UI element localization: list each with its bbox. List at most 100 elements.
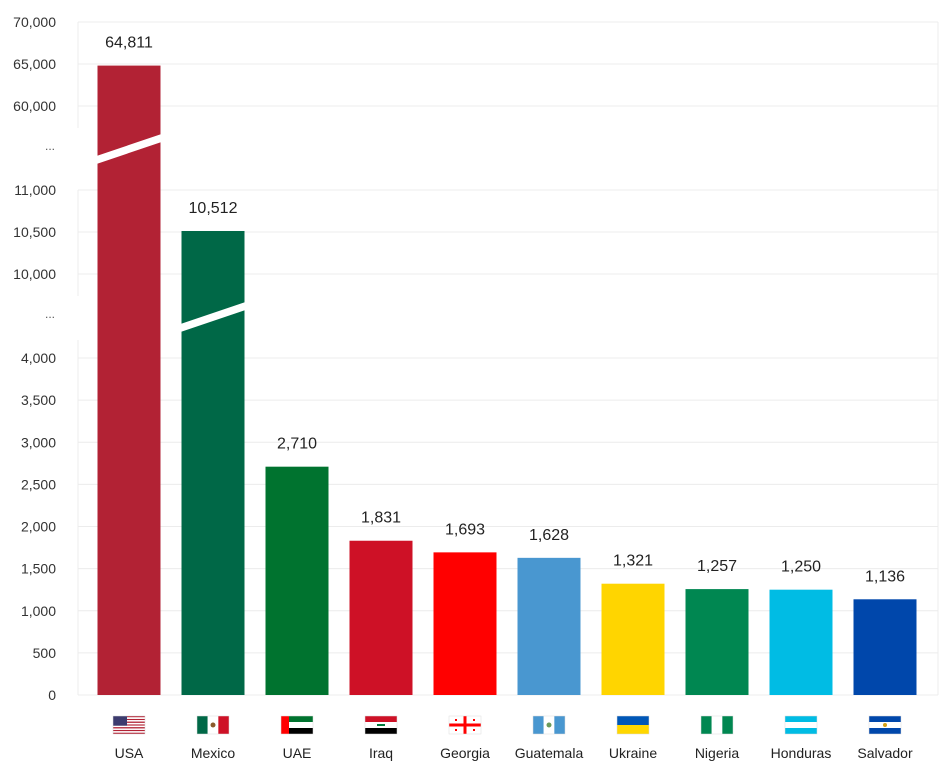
flag-part	[218, 716, 229, 734]
flag-border	[280, 715, 314, 735]
flag-part	[113, 718, 145, 721]
flag-part	[113, 731, 145, 733]
flag-part	[197, 716, 208, 734]
flag-part	[473, 719, 475, 721]
nigeria-flag-icon	[700, 715, 734, 735]
flag-border	[196, 715, 230, 735]
flag-part	[711, 716, 723, 734]
x-tick-label: USA	[115, 745, 144, 761]
y-tick-label: 3,000	[21, 434, 56, 450]
bar-iraq	[349, 540, 413, 695]
y-tick-label: 2,500	[21, 476, 56, 492]
flag-part	[554, 716, 565, 734]
flag-border	[112, 715, 146, 735]
flag-part	[701, 716, 712, 734]
axis-break-label: ...	[45, 139, 55, 153]
y-tick-label: 0	[48, 687, 56, 703]
data-label: 1,693	[445, 521, 485, 538]
flag-part	[113, 722, 145, 725]
flag-part	[533, 716, 544, 734]
flag-part	[377, 724, 385, 726]
honduras-flag-icon	[784, 715, 818, 735]
flag-part	[113, 732, 145, 734]
guatemala-flag-icon	[532, 715, 566, 735]
flag-part	[113, 724, 145, 726]
ukraine-flag-icon	[616, 715, 650, 735]
flag-part	[883, 723, 887, 727]
data-label: 1,321	[613, 553, 653, 570]
flag-part	[281, 716, 289, 734]
flag-part	[473, 729, 475, 731]
flag-part	[455, 729, 457, 731]
uae-flag-icon	[280, 715, 314, 735]
flag-part	[210, 722, 216, 728]
data-label: 1,250	[781, 559, 821, 576]
y-tick-label: 10,500	[13, 224, 56, 240]
bar-usa	[97, 65, 161, 696]
flag-part	[365, 716, 397, 722]
x-tick-label: Georgia	[440, 745, 490, 761]
bar-mexico	[181, 230, 245, 695]
bar-ukraine	[601, 583, 665, 695]
flag-part	[281, 722, 313, 728]
flag-part	[113, 716, 145, 718]
axis-break-label: ...	[45, 307, 55, 321]
y-tick-label: 1,500	[21, 561, 56, 577]
y-tick-label: 60,000	[13, 98, 56, 114]
flag-part	[785, 716, 817, 722]
flag-part	[785, 728, 817, 734]
bar-salvador	[853, 599, 917, 695]
flag-part	[113, 727, 145, 729]
flag-part	[455, 719, 457, 721]
y-tick-label: 2,000	[21, 519, 56, 535]
georgia-flag-icon	[448, 715, 482, 735]
usa-flag-icon	[112, 715, 146, 735]
data-label: 1,831	[361, 510, 401, 527]
data-label: 1,257	[697, 558, 737, 575]
bar-georgia	[433, 552, 497, 695]
flag-part	[113, 725, 145, 728]
x-tick-label: Iraq	[369, 745, 393, 761]
flag-border	[868, 715, 902, 735]
flag-border	[784, 715, 818, 735]
y-tick-label: 10,000	[13, 266, 56, 282]
flag-part	[546, 722, 552, 728]
flag-border	[700, 715, 734, 735]
flag-part	[722, 716, 733, 734]
data-label: 1,136	[865, 568, 905, 585]
x-tick-label: Honduras	[771, 745, 832, 761]
flag-border	[532, 715, 566, 735]
y-tick-label: 70,000	[13, 14, 56, 30]
data-label: 64,811	[105, 35, 153, 52]
y-tick-label: 1,000	[21, 603, 56, 619]
data-label: 2,710	[277, 436, 317, 453]
flag-part	[617, 716, 649, 725]
x-tick-label: UAE	[283, 745, 312, 761]
data-label: 1,628	[529, 527, 569, 544]
flag-part	[449, 723, 481, 727]
flag-part	[869, 728, 901, 734]
y-tick-label: 4,000	[21, 350, 56, 366]
bar-break-slash	[96, 134, 162, 164]
salvador-flag-icon	[868, 715, 902, 735]
x-tick-label: Guatemala	[515, 745, 584, 761]
x-tick-label: Nigeria	[695, 745, 740, 761]
bar-nigeria	[685, 589, 749, 695]
flag-part	[281, 728, 313, 734]
flag-part	[113, 721, 145, 723]
bar-guatemala	[517, 557, 581, 695]
y-tick-label: 3,500	[21, 392, 56, 408]
bar-uae	[265, 466, 329, 695]
mexico-flag-icon	[196, 715, 230, 735]
x-tick-label: Ukraine	[609, 745, 657, 761]
y-tick-label: 500	[33, 645, 57, 661]
data-label: 10,512	[189, 200, 238, 217]
x-tick-label: Salvador	[857, 745, 913, 761]
flag-border	[448, 715, 482, 735]
flag-part	[365, 728, 397, 734]
y-tick-label: 11,000	[14, 182, 56, 198]
flag-part	[869, 716, 901, 722]
x-tick-label: Mexico	[191, 745, 236, 761]
flag-part	[113, 717, 145, 719]
